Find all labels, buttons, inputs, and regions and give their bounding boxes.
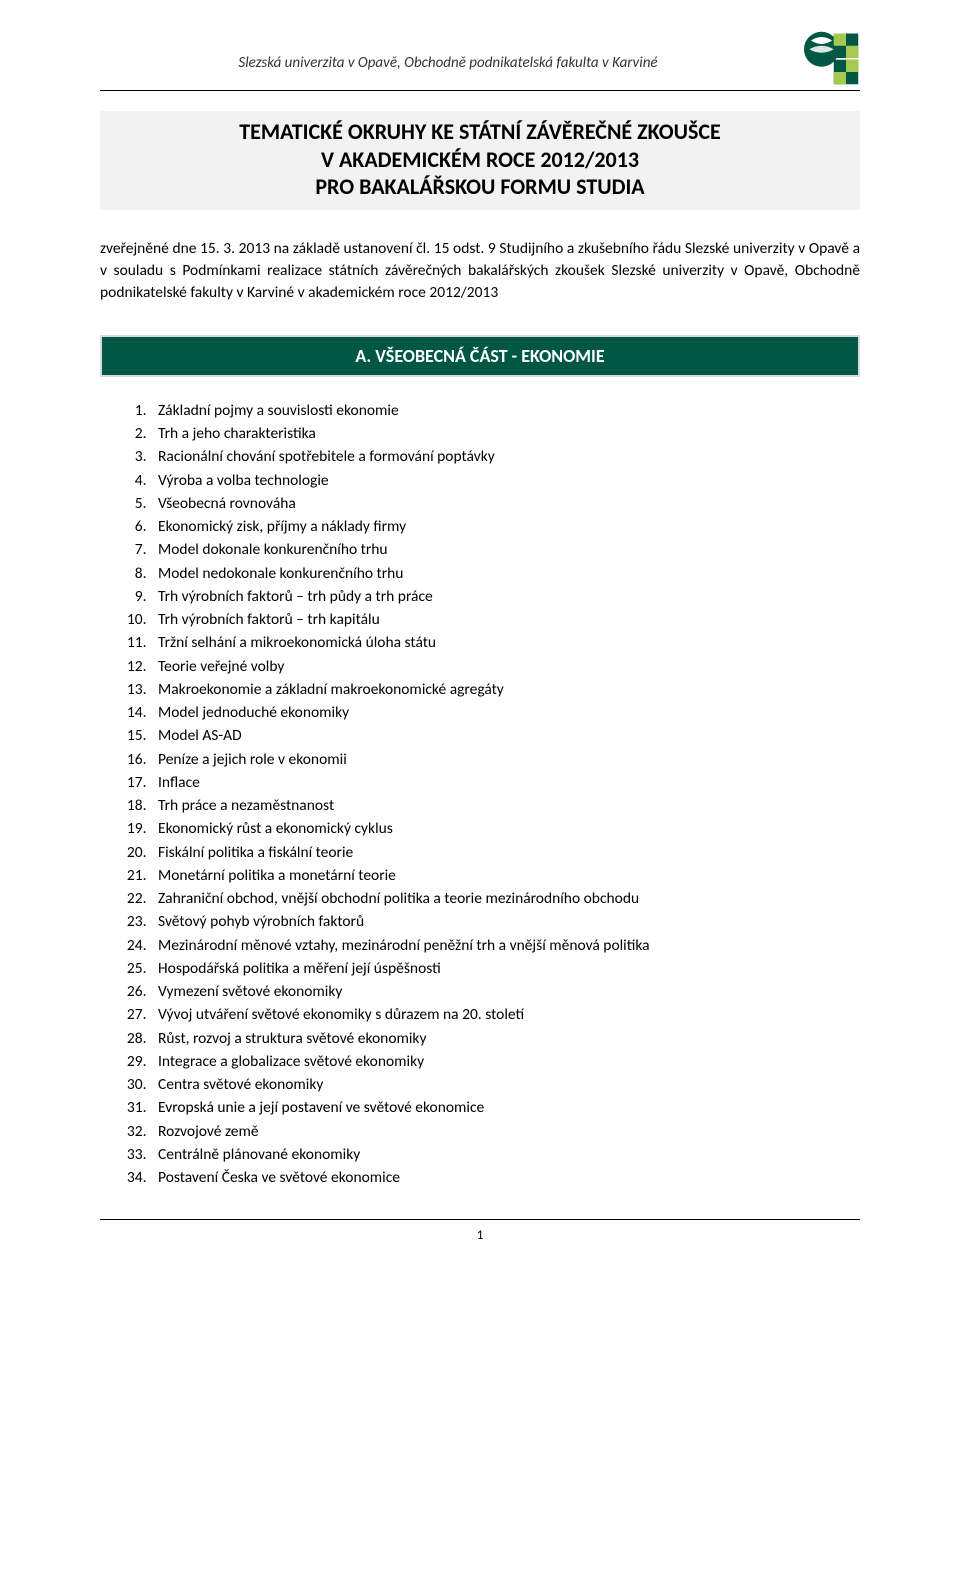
list-item: Inflace [150,771,860,794]
institution-name: Slezská univerzita v Opavě, Obchodně pod… [100,54,796,72]
list-item: Zahraniční obchod, vnější obchodní polit… [150,887,860,910]
list-item: Model jednoduché ekonomiky [150,701,860,724]
list-item: Model dokonale konkurenčního trhu [150,538,860,561]
section-a-heading: A. VŠEOBECNÁ ČÁST - EKONOMIE [100,335,860,377]
list-item: Základní pojmy a souvislosti ekonomie [150,399,860,422]
list-item: Trh výrobních faktorů – trh kapitálu [150,608,860,631]
list-item: Trh práce a nezaměstnanost [150,794,860,817]
list-item: Monetární politika a monetární teorie [150,864,860,887]
document-title: TEMATICKÉ OKRUHY KE STÁTNÍ ZÁVĚREČNÉ ZKO… [100,111,860,210]
intro-paragraph: zveřejněné dne 15. 3. 2013 na základě us… [100,238,860,305]
page-number: 1 [477,1228,484,1243]
list-item: Tržní selhání a mikroekonomická úloha st… [150,631,860,654]
list-item: Centra světové ekonomiky [150,1073,860,1096]
page-footer: 1 [100,1219,860,1243]
list-item: Výroba a volba technologie [150,469,860,492]
document-page: Slezská univerzita v Opavě, Obchodně pod… [0,0,960,1303]
list-item: Peníze a jejich role v ekonomii [150,748,860,771]
list-item: Vymezení světové ekonomiky [150,980,860,1003]
section-a-list: Základní pojmy a souvislosti ekonomieTrh… [100,399,860,1190]
list-item: Ekonomický zisk, příjmy a náklady firmy [150,515,860,538]
list-item: Rozvojové země [150,1120,860,1143]
list-item: Světový pohyb výrobních faktorů [150,910,860,933]
list-item: Centrálně plánované ekonomiky [150,1143,860,1166]
list-item: Růst, rozvoj a struktura světové ekonomi… [150,1027,860,1050]
title-line-2: V AKADEMICKÉM ROCE 2012/2013 [111,146,849,174]
list-item: Racionální chování spotřebitele a formov… [150,445,860,468]
list-item: Makroekonomie a základní makroekonomické… [150,678,860,701]
page-header: Slezská univerzita v Opavě, Obchodně pod… [100,40,860,86]
list-item: Trh a jeho charakteristika [150,422,860,445]
list-item: Trh výrobních faktorů – trh půdy a trh p… [150,585,860,608]
list-item: Fiskální politika a fiskální teorie [150,841,860,864]
list-item: Model AS-AD [150,724,860,747]
list-item: Všeobecná rovnováha [150,492,860,515]
list-item: Mezinárodní měnové vztahy, mezinárodní p… [150,934,860,957]
list-item: Evropská unie a její postavení ve světov… [150,1096,860,1119]
title-line-1: TEMATICKÉ OKRUHY KE STÁTNÍ ZÁVĚREČNÉ ZKO… [111,118,849,146]
list-item: Teorie veřejné volby [150,655,860,678]
list-item: Model nedokonale konkurenčního trhu [150,562,860,585]
header-rule [100,90,860,91]
list-item: Vývoj utváření světové ekonomiky s důraz… [150,1003,860,1026]
list-item: Hospodářská politika a měření její úspěš… [150,957,860,980]
list-item: Ekonomický růst a ekonomický cyklus [150,817,860,840]
university-logo-icon [804,30,860,86]
list-item: Postavení Česka ve světové ekonomice [150,1166,860,1189]
title-line-3: PRO BAKALÁŘSKOU FORMU STUDIA [111,173,849,201]
list-item: Integrace a globalizace světové ekonomik… [150,1050,860,1073]
